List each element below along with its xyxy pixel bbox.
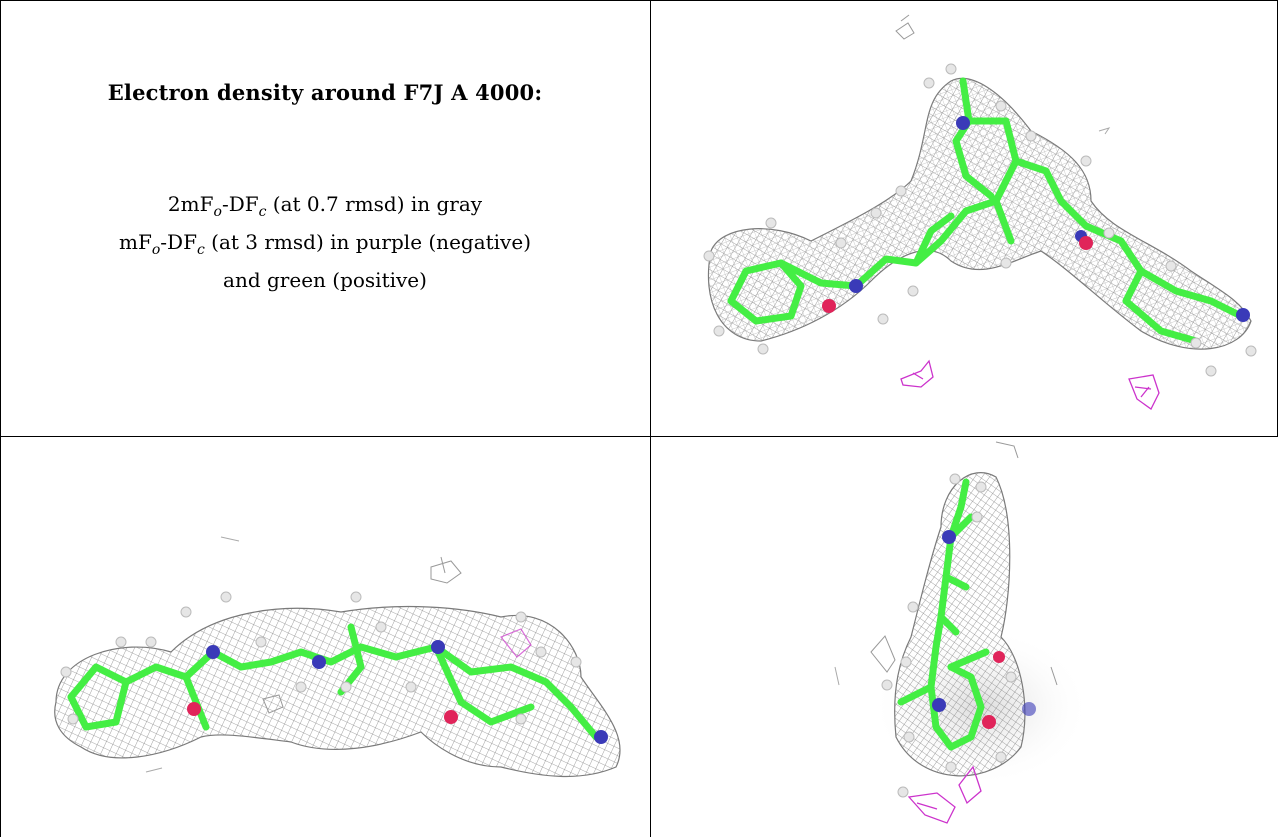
line1-sub2: c <box>258 204 267 220</box>
line2-mid: -DF <box>160 230 197 254</box>
nitrogen-atoms <box>206 640 608 744</box>
border-left <box>0 0 1 837</box>
divider-horizontal <box>0 436 1278 437</box>
view-bottom-right-svg <box>834 441 1091 824</box>
caption-title: Electron density around F7J A 4000: <box>107 80 543 105</box>
mesh-2fofc <box>54 536 621 778</box>
line1-sub1: o <box>213 204 222 220</box>
line2-pre: mF <box>119 230 152 254</box>
nitrogen-atoms <box>932 530 1036 716</box>
caption-line-fofc: mFo-DFc (at 3 rmsd) in purple (negative) <box>14 227 636 265</box>
view-top-right-svg <box>703 14 1257 410</box>
line1-pre: 2mF <box>167 192 214 216</box>
oxygen-atoms <box>822 236 1093 313</box>
negative-density <box>900 359 1160 410</box>
oxygen-atoms <box>982 651 1005 729</box>
view-bottom-left-svg <box>54 536 621 778</box>
negative-density <box>500 628 532 658</box>
line1-mid: -DF <box>221 192 259 216</box>
caption-line-2fofc: 2mFo-DFc (at 0.7 rmsd) in gray <box>14 189 636 227</box>
hydrogen-atoms <box>60 591 582 725</box>
hydrogen-atoms <box>881 473 1017 798</box>
line2-sub1: o <box>151 242 161 258</box>
line2-post: (at 3 rmsd) in purple (negative) <box>204 230 531 254</box>
nitrogen-atoms <box>849 116 1250 322</box>
line1-post: (at 0.7 rmsd) in gray <box>266 192 483 216</box>
caption-line-positive: and green (positive) <box>223 268 427 292</box>
negative-density <box>907 765 982 824</box>
caption-cell: Electron density around F7J A 4000: 2mFo… <box>14 80 636 295</box>
mesh-2fofc <box>707 14 1252 350</box>
hydrogen-atoms <box>703 63 1257 377</box>
density-view-bottom-left <box>1 437 650 837</box>
divider-vertical <box>650 0 651 837</box>
density-view-bottom-right <box>651 437 1277 837</box>
oxygen-atoms <box>187 702 458 724</box>
border-top <box>0 0 1278 1</box>
density-view-top-right <box>651 1 1277 436</box>
line2-sub2: c <box>196 242 205 258</box>
